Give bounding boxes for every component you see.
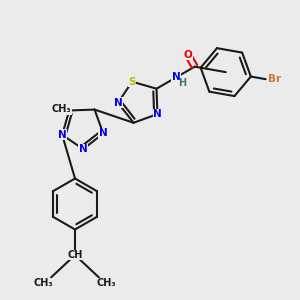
Text: CH: CH [67,250,83,260]
Text: S: S [128,77,136,87]
Text: N: N [99,128,108,139]
Text: N: N [172,73,180,82]
Text: N: N [153,109,162,119]
Text: CH₃: CH₃ [52,104,71,114]
Text: Br: Br [268,74,281,84]
Text: CH₃: CH₃ [97,278,116,289]
Text: CH₃: CH₃ [34,278,53,289]
Text: N: N [58,130,67,140]
Text: N: N [79,144,88,154]
Text: H: H [178,78,187,88]
Text: N: N [113,98,122,108]
Text: O: O [184,50,192,60]
